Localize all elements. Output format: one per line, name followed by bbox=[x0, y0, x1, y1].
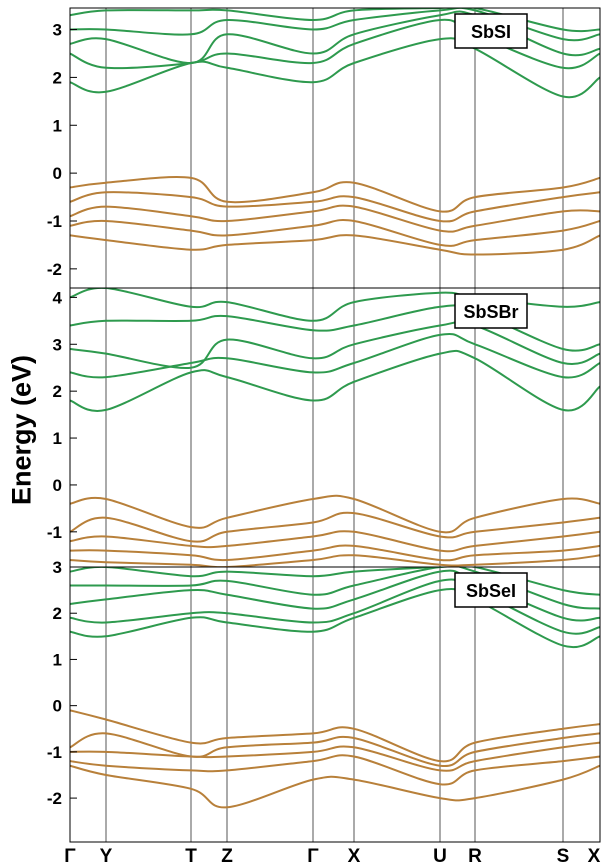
conduction-band bbox=[70, 320, 600, 369]
kpoint-label: X bbox=[348, 846, 361, 865]
y-tick-label: 2 bbox=[53, 382, 62, 401]
kpoint-label: S bbox=[557, 846, 570, 865]
y-tick-label: 1 bbox=[53, 650, 62, 669]
valence-band bbox=[70, 511, 600, 543]
valence-band bbox=[70, 204, 600, 233]
y-tick-label: 0 bbox=[53, 697, 62, 716]
valence-band bbox=[70, 709, 600, 763]
y-tick-label: 1 bbox=[53, 429, 62, 448]
kpoint-label: Γ bbox=[307, 846, 319, 865]
material-label-box bbox=[454, 293, 528, 329]
kpoint-label: X bbox=[588, 846, 601, 865]
valence-band bbox=[70, 530, 600, 553]
kpoint-label: T bbox=[185, 846, 197, 865]
valence-band bbox=[70, 544, 600, 562]
conduction-band bbox=[70, 333, 600, 379]
conduction-band bbox=[70, 578, 600, 635]
y-tick-label: 0 bbox=[53, 164, 62, 183]
y-tick-label: 1 bbox=[53, 116, 62, 135]
valence-band bbox=[70, 754, 600, 786]
valence-band bbox=[70, 732, 600, 767]
kpoint-label: R bbox=[468, 846, 482, 865]
y-tick-label: 3 bbox=[53, 21, 62, 40]
y-tick-label: 2 bbox=[53, 68, 62, 87]
valence-band bbox=[70, 764, 600, 809]
y-tick-label: -2 bbox=[47, 260, 62, 279]
kpoint-label: Γ bbox=[64, 846, 76, 865]
kpoint-label: Y bbox=[100, 846, 113, 865]
material-label-box bbox=[454, 572, 528, 608]
conduction-band bbox=[70, 587, 600, 649]
y-axis-label-container: Energy (eV) bbox=[2, 280, 42, 580]
material-label: SbSeI bbox=[466, 581, 516, 601]
conduction-band bbox=[70, 18, 600, 70]
y-tick-label: -1 bbox=[47, 523, 62, 542]
valence-band bbox=[70, 219, 600, 247]
valence-band bbox=[70, 191, 600, 223]
conduction-band bbox=[70, 349, 600, 412]
y-tick-label: -1 bbox=[47, 743, 62, 762]
y-tick-label: -1 bbox=[47, 212, 62, 231]
valence-band bbox=[70, 494, 600, 534]
y-tick-label: 2 bbox=[53, 604, 62, 623]
y-tick-label: -2 bbox=[47, 789, 62, 808]
valence-band bbox=[70, 554, 600, 567]
material-label-box bbox=[454, 13, 528, 49]
material-label: SbSBr bbox=[463, 302, 518, 322]
conduction-band bbox=[70, 304, 600, 352]
y-tick-label: 4 bbox=[53, 288, 63, 307]
y-axis-label: Energy (eV) bbox=[6, 354, 37, 506]
kpoint-label: U bbox=[433, 846, 447, 865]
valence-band bbox=[70, 741, 600, 772]
kpoint-label: Z bbox=[221, 846, 233, 865]
panel-frame bbox=[69, 566, 601, 843]
valence-band bbox=[70, 234, 600, 256]
valence-band bbox=[70, 176, 600, 213]
conduction-band bbox=[70, 37, 600, 99]
y-tick-label: 3 bbox=[53, 558, 62, 577]
y-tick-label: 0 bbox=[53, 476, 62, 495]
y-tick-label: 3 bbox=[53, 335, 62, 354]
material-label: SbSI bbox=[471, 22, 511, 42]
